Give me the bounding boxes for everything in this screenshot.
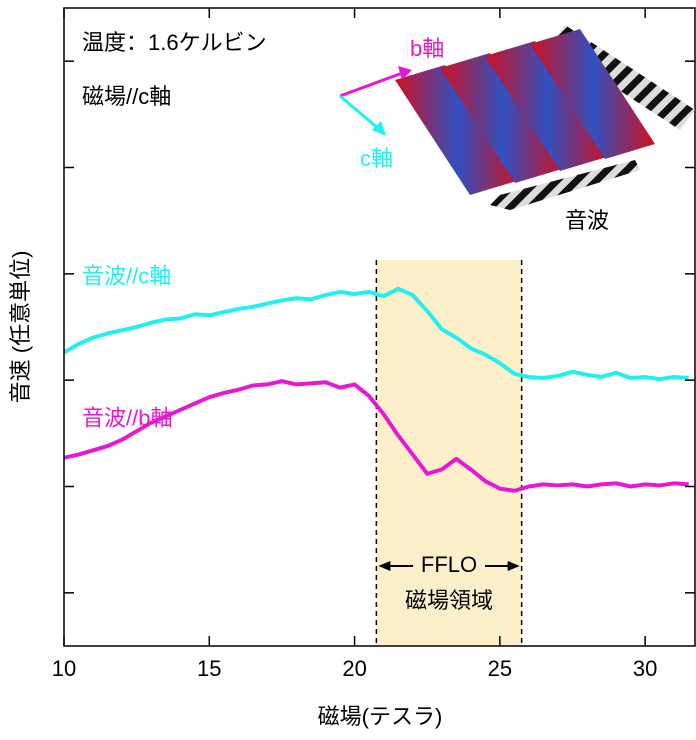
c-axis-arrow	[340, 96, 380, 130]
x-axis-label: 磁場(テスラ)	[318, 704, 443, 729]
region-sublabel: 磁場領域	[405, 588, 493, 613]
b-axis-arrow	[340, 72, 405, 96]
x-tick-label: 20	[342, 656, 366, 681]
x-tick-label: 30	[633, 656, 657, 681]
region-label: FFLO	[421, 552, 477, 577]
inset: b軸 c軸 音波	[340, 25, 695, 233]
b-axis-label: b軸	[410, 36, 444, 61]
legend-label: 音波//b軸	[82, 406, 172, 431]
annotation: 温度：1.6ケルビン	[82, 30, 267, 55]
y-axis-label: 音速 (任意単位)	[8, 251, 33, 404]
legend-label: 音波//c軸	[82, 263, 171, 288]
c-axis-label: c軸	[360, 146, 393, 171]
x-tick-label: 25	[488, 656, 512, 681]
chart: FFLO 磁場領域 b軸 c軸 音波 温度：1.6ケルビン 磁場//c軸 磁場(テ…	[0, 0, 696, 735]
sound-label: 音波	[565, 208, 609, 233]
x-tick-label: 10	[52, 656, 76, 681]
annotation: 磁場//c軸	[82, 84, 171, 109]
x-tick-label: 15	[197, 656, 221, 681]
